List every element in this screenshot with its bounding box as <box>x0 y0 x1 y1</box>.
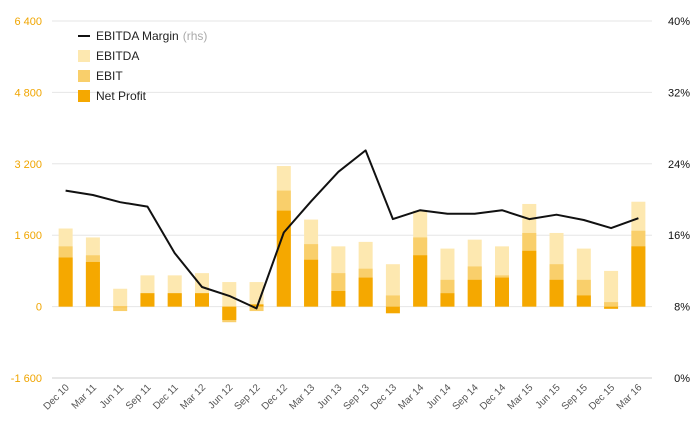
x-tick-label: Jun 13 <box>315 382 344 411</box>
bar-net-profit <box>576 295 591 307</box>
x-tick-label: Sep 11 <box>124 382 154 412</box>
x-tick-label: Jun 11 <box>98 382 127 411</box>
x-tick-label: Mar 13 <box>287 382 317 412</box>
x-tick-label: Mar 14 <box>397 382 427 412</box>
line-ebitda-margin <box>65 149 639 310</box>
x-tick-label: Mar 16 <box>615 382 645 412</box>
x-tick-label: Dec 12 <box>260 382 290 412</box>
bar-net-profit <box>549 279 564 307</box>
bar-ebit <box>113 306 128 312</box>
bars <box>58 166 646 323</box>
legend: EBITDA Margin (rhs) EBITDA EBIT Net Profit <box>78 29 207 103</box>
bar-ebitda <box>222 282 237 307</box>
y-left-tick-label: 3 200 <box>14 159 42 171</box>
bar-net-profit <box>331 290 346 307</box>
x-tick-label: Sep 14 <box>451 382 481 412</box>
bar-net-profit <box>440 293 455 307</box>
y-axis-right: 0% 8% 16% 24% 32% 40% <box>668 16 690 385</box>
bar-ebitda <box>604 270 619 307</box>
x-tick-label: Dec 14 <box>478 382 508 412</box>
y-right-tick-label: 40% <box>668 16 690 28</box>
gridlines <box>52 20 652 379</box>
bar-net-profit <box>58 257 73 307</box>
bar-net-profit <box>167 293 182 307</box>
y-right-tick-label: 8% <box>674 302 690 314</box>
legend-swatch-ebitda <box>78 50 90 62</box>
bar-net-profit <box>413 255 428 307</box>
bar-ebit <box>385 295 400 307</box>
bar-net-profit <box>304 259 319 307</box>
bar-net-profit <box>276 210 291 307</box>
x-tick-label: Dec 13 <box>369 382 399 412</box>
bar-net-profit <box>222 306 237 320</box>
x-tick-label: Sep 12 <box>232 382 262 412</box>
legend-label-ebit: EBIT <box>96 69 123 83</box>
bar-ebit <box>604 302 619 307</box>
x-tick-label: Jun 14 <box>425 382 454 411</box>
bar-net-profit <box>604 306 619 309</box>
bar-net-profit <box>85 261 100 307</box>
bar-net-profit <box>495 277 509 307</box>
y-right-tick-label: 16% <box>668 230 690 242</box>
legend-label-net-profit: Net Profit <box>96 89 147 103</box>
x-tick-label: Mar 11 <box>70 382 100 412</box>
y-axis-left: -1 600 0 1 600 3 200 4 800 6 400 <box>11 16 42 385</box>
y-right-tick-label: 32% <box>668 87 690 99</box>
legend-swatch-net-profit <box>78 90 90 102</box>
bar-ebitda <box>113 288 128 307</box>
bar-net-profit <box>358 277 373 307</box>
bar-net-profit <box>140 293 155 307</box>
x-tick-label: Dec 15 <box>587 382 617 412</box>
legend-label-ebitda: EBITDA <box>96 49 139 63</box>
x-tick-label: Mar 12 <box>178 382 208 412</box>
x-tick-label: Sep 15 <box>560 382 590 412</box>
bar-net-profit <box>195 293 209 307</box>
bar-net-profit <box>385 306 400 314</box>
y-left-tick-label: 1 600 <box>14 230 42 242</box>
legend-label-ebitda-margin: EBITDA Margin <box>96 29 179 43</box>
y-left-tick-label: 6 400 <box>14 16 42 28</box>
x-tick-label: Mar 15 <box>506 382 536 412</box>
y-right-tick-label: 24% <box>668 159 690 171</box>
y-left-tick-label: 0 <box>36 302 42 314</box>
bar-net-profit <box>113 306 128 308</box>
x-tick-label: Dec 11 <box>151 382 181 412</box>
x-tick-label: Dec 10 <box>42 382 72 412</box>
x-tick-label: Sep 13 <box>342 382 372 412</box>
bar-net-profit <box>631 246 646 307</box>
legend-swatch-ebit <box>78 70 90 82</box>
legend-note-ebitda-margin: (rhs) <box>183 29 208 43</box>
y-left-tick-label: 4 800 <box>14 87 42 99</box>
bar-net-profit <box>522 250 537 307</box>
bar-net-profit <box>467 279 482 307</box>
x-tick-label: Jun 15 <box>534 382 563 411</box>
margin-line <box>65 149 639 310</box>
y-left-tick-label: -1 600 <box>11 373 42 385</box>
x-tick-label: Jun 12 <box>206 382 235 411</box>
y-right-tick-label: 0% <box>674 373 690 385</box>
